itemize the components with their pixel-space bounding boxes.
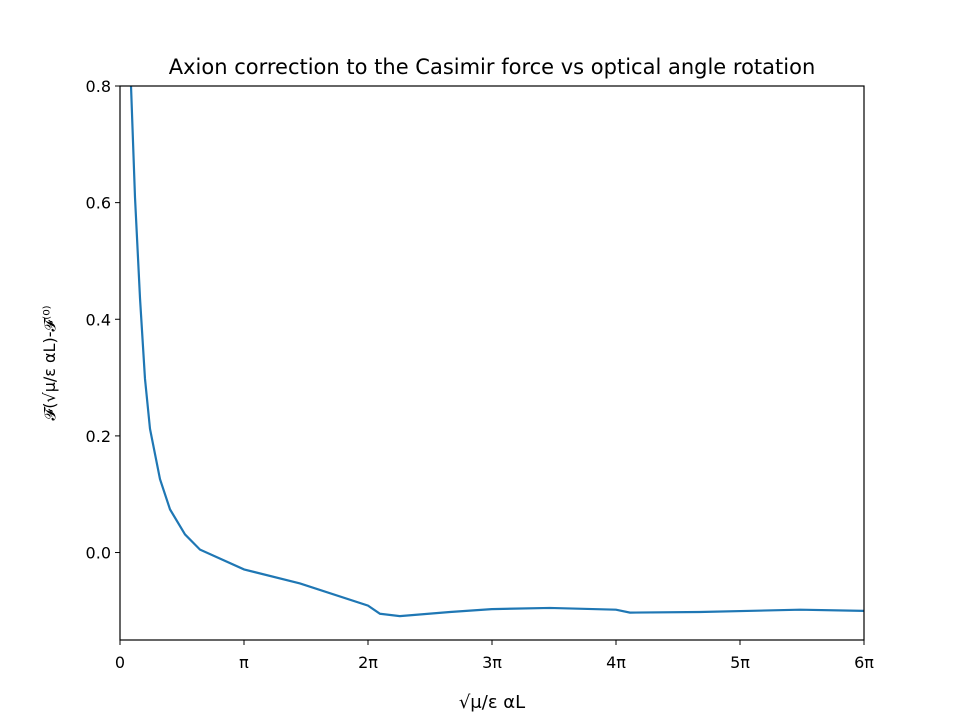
chart-title: Axion correction to the Casimir force vs… — [169, 55, 816, 79]
data-line — [129, 86, 864, 618]
y-tick-label: 0.2 — [86, 427, 111, 446]
x-tick-label: 5π — [730, 653, 750, 672]
y-tick-label: 0.8 — [86, 77, 111, 96]
y-axis-label: 𝓕(√μ/ε αL)-𝓕⁽⁰⁾ — [40, 305, 59, 420]
x-tick-label: 3π — [482, 653, 502, 672]
x-tick-label: 2π — [358, 653, 378, 672]
x-tick-label: 6π — [854, 653, 874, 672]
x-axis-label: √μ/ε αL — [459, 692, 525, 713]
plot-frame — [119, 85, 865, 641]
x-tick-label: 4π — [606, 653, 626, 672]
y-tick-label: 0.4 — [86, 310, 111, 329]
y-tick-label: 0.0 — [86, 544, 111, 563]
y-tick-label: 0.6 — [86, 194, 111, 213]
x-tick-label: π — [239, 653, 249, 672]
x-tick-label: 0 — [115, 653, 125, 672]
